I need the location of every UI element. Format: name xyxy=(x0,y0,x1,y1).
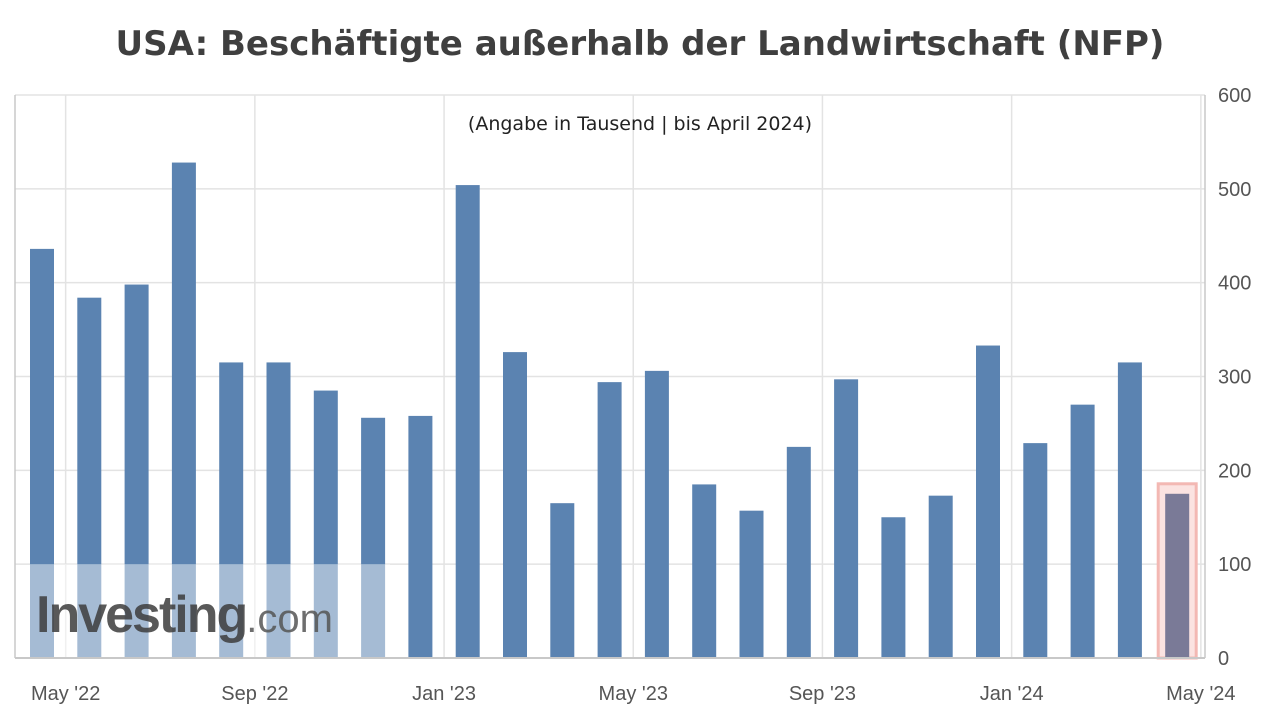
bar xyxy=(786,446,811,658)
bar xyxy=(408,415,433,658)
x-tick-label: May '22 xyxy=(31,683,100,705)
bar xyxy=(455,185,480,658)
bar xyxy=(1023,443,1048,658)
y-tick-label: 200 xyxy=(1218,460,1251,482)
bar xyxy=(1117,362,1142,658)
bar xyxy=(361,417,386,658)
y-tick-label: 500 xyxy=(1218,179,1251,201)
bar xyxy=(692,484,717,658)
x-tick-label: May '24 xyxy=(1166,683,1235,705)
bar xyxy=(550,503,575,658)
bar xyxy=(171,162,196,658)
y-tick-label: 100 xyxy=(1218,554,1251,576)
bar xyxy=(644,370,669,658)
x-tick-label: May '23 xyxy=(599,683,668,705)
bar xyxy=(1070,404,1095,658)
bar xyxy=(219,362,244,658)
bar xyxy=(77,297,102,658)
watermark-band xyxy=(30,564,390,658)
bar xyxy=(739,510,764,658)
x-tick-label: Jan '24 xyxy=(980,683,1044,705)
bar xyxy=(928,495,953,658)
watermark-domain: .com xyxy=(246,597,333,641)
investing-watermark-logo: Investing.com xyxy=(36,585,333,645)
bar xyxy=(503,352,527,658)
bar xyxy=(266,362,291,658)
y-tick-label: 300 xyxy=(1218,367,1251,389)
bar xyxy=(30,248,54,659)
x-tick-label: Sep '23 xyxy=(789,683,856,705)
y-tick-label: 600 xyxy=(1218,85,1251,107)
chart-subtitle: (Angabe in Tausend | bis April 2024) xyxy=(467,113,813,135)
y-tick-label: 0 xyxy=(1218,648,1229,670)
bar xyxy=(834,379,859,658)
bar xyxy=(976,345,1000,658)
x-tick-label: Jan '23 xyxy=(412,683,476,705)
bar xyxy=(597,382,622,658)
chart-title: USA: Beschäftigte außerhalb der Landwirt… xyxy=(115,24,1165,64)
y-tick-label: 400 xyxy=(1218,273,1251,295)
watermark-brand: Investing xyxy=(36,586,248,644)
bar xyxy=(124,284,149,658)
bar xyxy=(313,390,338,658)
x-tick-label: Sep '22 xyxy=(221,683,288,705)
bar xyxy=(881,517,906,658)
bar xyxy=(1165,493,1190,658)
